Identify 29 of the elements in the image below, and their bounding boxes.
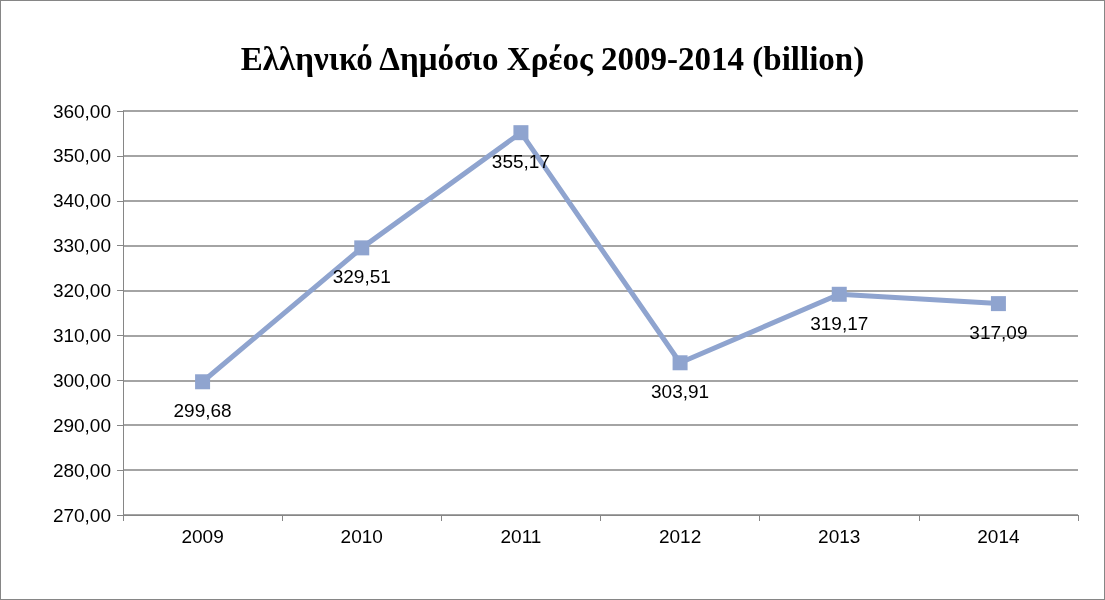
chart-title: Ελληνικό Δημόσιο Χρέος 2009-2014 (billion): [240, 40, 865, 78]
y-tick-label: 310,00: [52, 324, 111, 346]
y-tick-label: 290,00: [52, 414, 111, 436]
y-tick-label: 270,00: [52, 504, 111, 526]
data-label: 299,68: [173, 400, 232, 422]
data-label: 355,17: [491, 151, 550, 173]
x-tick-label: 2012: [658, 526, 702, 547]
point: [990, 296, 1006, 312]
data-label: 319,17: [810, 312, 869, 334]
y-tick-label: 280,00: [52, 459, 111, 481]
x-tick-label: 2013: [818, 526, 861, 547]
point: [354, 240, 370, 256]
data-label: 329,51: [332, 266, 391, 288]
y-tick-label: 340,00: [52, 190, 111, 212]
data-label: 303,91: [651, 381, 710, 403]
point: [195, 374, 211, 390]
x-tick-label: 2010: [340, 526, 383, 547]
x-tick-label: 2009: [181, 526, 224, 547]
y-tick-label: 350,00: [52, 145, 111, 167]
data-label: 317,09: [969, 322, 1028, 344]
y-tick-label: 360,00: [52, 100, 111, 122]
point: [672, 355, 688, 371]
x-tick-label: 2011: [500, 526, 542, 547]
y-tick-label: 300,00: [52, 369, 111, 391]
y-tick-label: 330,00: [52, 235, 111, 257]
y-tick-label: 320,00: [52, 280, 111, 302]
x-tick-label: 2014: [977, 526, 1020, 547]
point: [513, 125, 529, 141]
point: [831, 286, 847, 302]
